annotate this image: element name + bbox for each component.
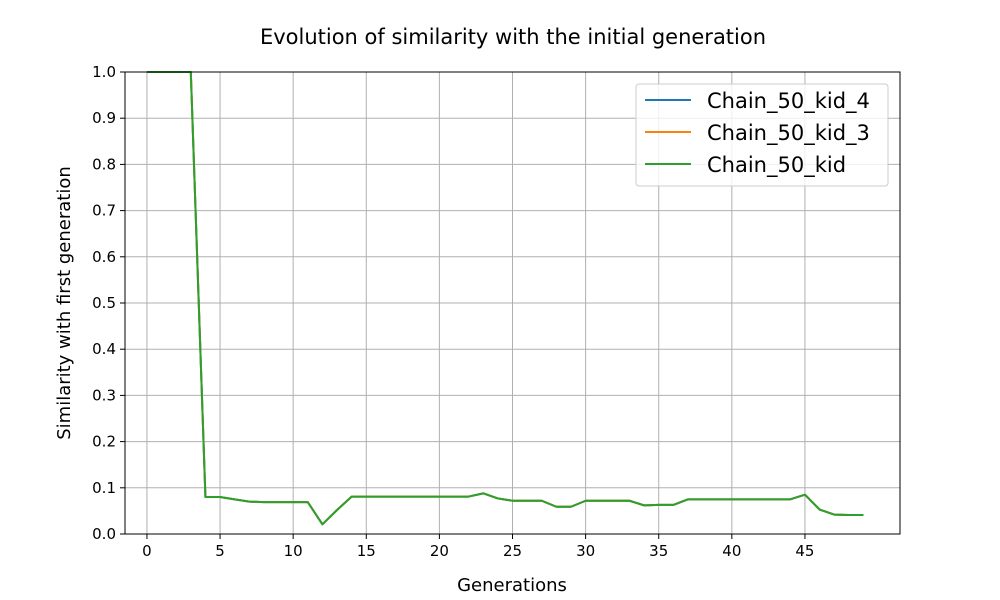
x-tick-label: 20 (430, 542, 449, 560)
x-axis: 0 5 10 15 20 25 30 35 40 45 (142, 534, 814, 560)
y-axis: 0.0 0.1 0.2 0.3 0.4 0.5 0.6 0.7 0.8 0.9 1.0 (92, 63, 125, 543)
y-tick-label: 0.0 (92, 525, 116, 543)
y-tick-label: 1.0 (92, 63, 116, 81)
x-tick-label: 45 (795, 542, 814, 560)
y-tick-label: 0.4 (92, 340, 116, 358)
x-axis-label: Generations (457, 575, 567, 596)
x-tick-label: 35 (649, 542, 668, 560)
y-tick-label: 0.1 (92, 479, 116, 497)
y-tick-label: 0.7 (92, 202, 116, 220)
x-tick-label: 0 (142, 542, 152, 560)
x-tick-label: 30 (576, 542, 595, 560)
x-tick-label: 10 (284, 542, 303, 560)
legend: Chain_50_kid_4 Chain_50_kid_3 Chain_50_kid (635, 83, 889, 187)
x-tick-label: 25 (503, 542, 522, 560)
legend-entry: Chain_50_kid (707, 153, 846, 178)
y-tick-label: 0.5 (92, 294, 116, 312)
x-tick-label: 15 (357, 542, 376, 560)
y-axis-label: Similarity with first generation (54, 166, 75, 440)
chart-title: Evolution of similarity with the initial… (260, 25, 766, 49)
x-tick-label: 40 (722, 542, 741, 560)
x-tick-label: 5 (215, 542, 225, 560)
y-tick-label: 0.8 (92, 155, 116, 173)
y-tick-label: 0.9 (92, 109, 116, 127)
y-tick-label: 0.3 (92, 386, 116, 404)
series-lines (146, 71, 864, 526)
series-line-2 (146, 71, 864, 526)
legend-box (635, 83, 889, 187)
y-tick-label: 0.2 (92, 433, 116, 451)
legend-entry: Chain_50_kid_3 (707, 121, 870, 146)
y-tick-label: 0.6 (92, 248, 116, 266)
legend-entry: Chain_50_kid_4 (707, 89, 870, 114)
